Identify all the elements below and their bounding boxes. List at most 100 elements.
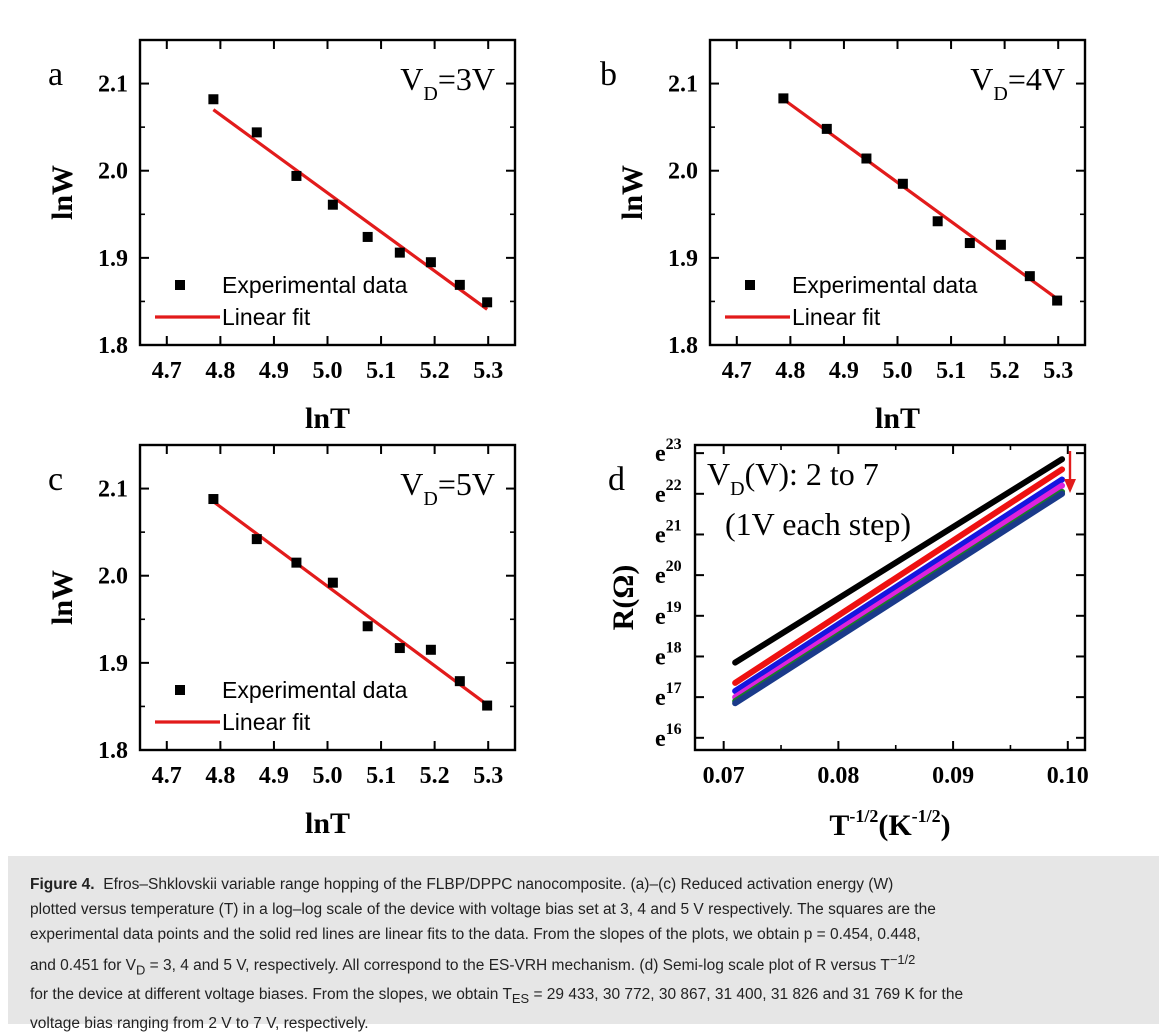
legend-label-line: Linear fit [222,304,311,330]
y-tick-label: e20 [655,558,682,589]
x-tick-label: 5.3 [473,763,503,789]
x-axis-label: lnT [305,807,350,840]
linear-fit-line [212,500,489,706]
data-point [327,577,338,588]
y-tick-base: e [655,563,666,589]
y-tick-exponent: 16 [666,721,682,738]
data-point [995,239,1006,250]
caption-line-4: and 0.451 for VD = 3, 4 and 5 V, respect… [30,952,916,978]
y-tick-base: e [655,522,666,548]
panel-d: 0.07 0.08 0.09 0.10e16e17e18e19e20e21e22e23… [607,436,1089,842]
legend-label-points: Experimental data [222,272,408,298]
data-point [291,557,302,568]
x-tick-label: 5.1 [366,358,396,384]
x-tick-label: 0.08 [817,763,859,789]
y-tick-label: 2.1 [668,72,698,98]
annotation-main: V [707,456,730,492]
y-tick-exponent: 18 [666,639,682,656]
y-tick-label: e21 [655,517,682,548]
y-tick-exponent: 17 [666,680,682,697]
y-tick-base: e [655,482,666,508]
x-tick-label: 4.9 [829,358,859,384]
data-point [394,643,405,654]
plot-frame [693,443,1087,752]
x-tick-label: 4.8 [205,358,235,384]
legend-marker-points [175,280,185,290]
data-point [1052,295,1063,306]
y-tick-label: 2.0 [668,159,698,185]
y-tick-label: 1.9 [98,651,128,677]
step-annotation: (1V each step) [725,506,911,542]
y-tick-exponent: 20 [666,558,682,575]
x-tick-label: 4.9 [259,358,289,384]
figure-caption: Figure 4. Efros–Shklovskii variable rang… [8,856,1159,1032]
x-tick-label: 5.3 [1043,358,1073,384]
panel-b: 4.7 4.8 4.9 5.0 5.1 5.2 5.3 1.8 1.9 2.0 2.1 lnT lnW b… [600,38,1087,435]
data-point [425,257,436,268]
y-tick-label: 2.0 [98,564,128,590]
y-tick-label: 2.1 [98,72,128,98]
x-tick-label: 5.1 [936,358,966,384]
panel-label: d [608,461,625,498]
annotation-sub: D [993,83,1007,105]
x-axis-sup2: -1/2 [912,806,941,826]
y-tick-base: e [655,644,666,670]
panel-label: c [48,461,63,498]
data-point [208,494,219,505]
x-tick-label: 5.0 [313,763,343,789]
figure-4: 4.7 4.8 4.9 5.0 5.1 5.2 5.3 1.8 1.9 2.0 2.1 lnT lnW a… [46,38,1089,842]
y-axis-label: R(Ω) [607,565,640,631]
legend-label-points: Experimental data [792,272,978,298]
annotation-main: V [400,466,423,502]
caption-line-3: experimental data points and the solid r… [30,926,921,943]
data-point [251,127,262,138]
y-tick-exponent: 23 [666,436,682,453]
y-tick-label: e17 [655,680,682,711]
series-line [732,456,1066,666]
x-tick-label: 5.2 [420,763,450,789]
data-point [482,297,493,308]
data-point [1024,271,1035,282]
x-axis-mid: (K [878,809,912,842]
data-point [821,123,832,134]
x-axis-end: ) [941,809,951,842]
x-axis-label: lnT [875,402,920,435]
caption-line-6: voltage bias ranging from 2 V to 7 V, re… [30,1015,369,1033]
voltage-annotation: VD=3V [400,61,495,105]
y-tick-exponent: 22 [666,477,682,494]
voltage-range-annotation: VD(V): 2 to 7 [707,456,879,500]
data-point [425,644,436,655]
x-tick-label: 5.1 [366,763,396,789]
y-tick-label: e16 [655,721,682,752]
annotation-rest: (V): 2 to 7 [745,456,879,492]
series-line [732,476,1066,695]
x-tick-label: 5.3 [473,358,503,384]
y-tick-base: e [655,604,666,630]
y-tick-base: e [655,685,666,711]
y-tick-label: 2.0 [98,159,128,185]
x-tick-label: 4.7 [152,763,182,789]
annotation-rest: =4V [1008,61,1065,97]
data-point [482,700,493,711]
x-tick-label: 0.10 [1047,763,1089,789]
annotation-main: V [400,61,423,97]
x-tick-label: 5.2 [990,358,1020,384]
legend-marker-points [745,280,755,290]
data-point [964,238,975,249]
voltage-annotation: VD=4V [970,61,1065,105]
y-tick-base: e [655,441,666,467]
voltage-annotation: VD=5V [400,466,495,510]
x-tick-label: 5.0 [313,358,343,384]
panel-label: b [600,56,617,93]
legend-marker-points [175,685,185,695]
y-tick-label: e18 [655,639,682,670]
y-tick-label: 1.9 [98,246,128,272]
y-tick-label: e22 [655,477,682,508]
data-point [251,534,262,545]
y-tick-label: 1.8 [98,738,128,764]
series-line [732,482,1066,701]
caption-line-1: Figure 4. Efros–Shklovskii variable rang… [30,876,894,893]
data-point [208,94,219,105]
data-point [394,247,405,258]
data-point [291,170,302,181]
